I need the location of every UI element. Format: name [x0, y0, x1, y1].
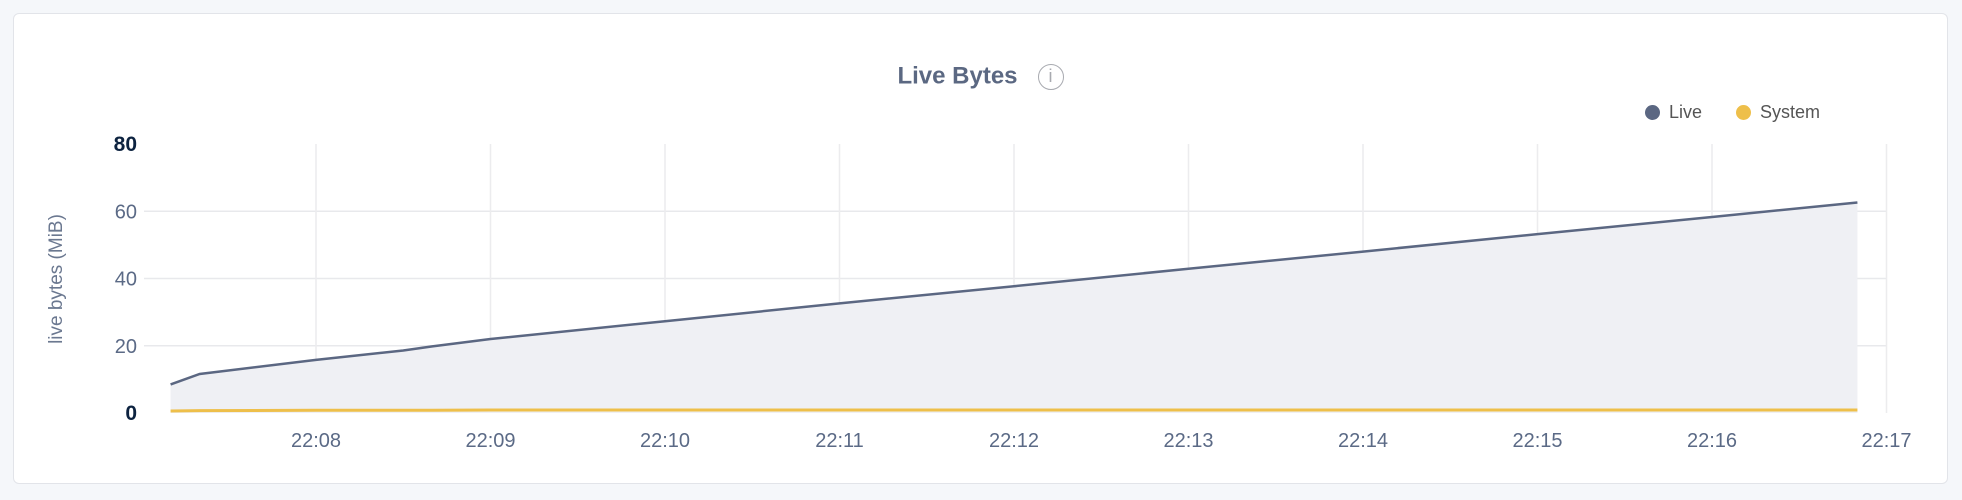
legend-dot-system	[1736, 105, 1752, 120]
legend: Live System	[1645, 102, 1820, 123]
chart-title-text: Live Bytes	[897, 62, 1018, 90]
legend-label-live: Live	[1669, 102, 1703, 122]
y-tick-label: 40	[115, 269, 137, 291]
x-tick-label: 22:08	[291, 430, 341, 452]
x-tick-label: 22:12	[989, 430, 1039, 452]
x-tick-label: 22:09	[465, 430, 515, 452]
chart-title: Live Bytes i	[14, 62, 1947, 91]
x-tick-label: 22:17	[1861, 430, 1911, 452]
x-tick-label: 22:13	[1163, 430, 1213, 452]
legend-item-live[interactable]: Live	[1645, 102, 1702, 123]
live-area	[170, 202, 1858, 413]
x-tick-label: 22:16	[1687, 430, 1737, 452]
y-tick-label: 60	[115, 201, 137, 223]
series-line-system	[170, 408, 1858, 413]
info-icon[interactable]: i	[1037, 63, 1064, 90]
x-tick-label: 22:10	[640, 430, 690, 452]
x-tick-label: 22:15	[1512, 430, 1562, 452]
y-axis-label: live bytes (MiB)	[46, 214, 67, 344]
legend-label-system: System	[1760, 102, 1821, 122]
legend-item-system[interactable]: System	[1736, 102, 1820, 123]
series-line-live	[170, 201, 1858, 386]
legend-dot-live	[1645, 105, 1660, 120]
y-tick-label: 80	[114, 133, 137, 156]
y-tick-label: 0	[125, 402, 137, 425]
x-tick-label: 22:14	[1338, 430, 1388, 452]
x-tick-label: 22:11	[815, 430, 864, 452]
y-tick-label: 20	[115, 336, 137, 358]
